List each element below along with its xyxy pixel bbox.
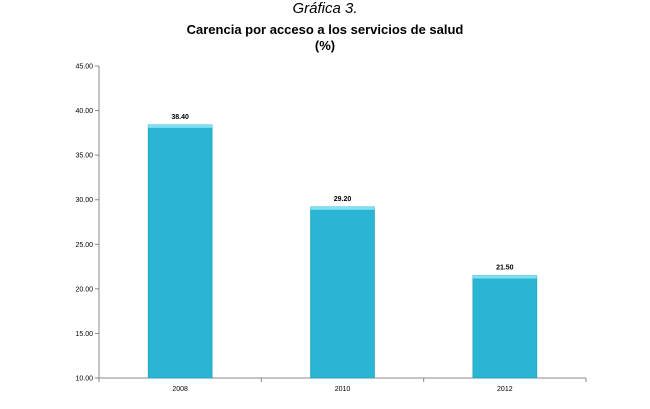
x-tick-label: 2008 xyxy=(172,386,188,393)
x-tick-label: 2012 xyxy=(497,386,513,393)
bar-2012 xyxy=(472,275,538,379)
bar-top-highlight xyxy=(148,124,213,128)
chart-title-line-1: Carencia por acceso a los servicios de s… xyxy=(186,22,464,37)
y-axis-ticks: 10.00 15.00 20.00 25.00 30.00 35.00 40.00 45.00 xyxy=(75,64,99,383)
bar-2010 xyxy=(310,206,375,379)
bars xyxy=(147,124,538,379)
bar-2008 xyxy=(147,124,213,379)
bar-top-highlight xyxy=(310,206,375,210)
data-label-2008: 38.40 xyxy=(171,114,189,121)
figure-caption: Gráfica 3. xyxy=(292,0,358,17)
data-label-2010: 29.20 xyxy=(334,196,352,203)
y-tick-label: 20.00 xyxy=(75,286,93,293)
y-tick-label: 25.00 xyxy=(75,242,93,249)
chart-title: Carencia por acceso a los servicios de s… xyxy=(0,22,650,54)
y-tick-label: 10.00 xyxy=(75,376,93,383)
bar-top-highlight xyxy=(472,275,537,279)
data-labels: 38.40 29.20 21.50 xyxy=(171,114,513,272)
x-tick-label: 2010 xyxy=(335,386,351,393)
y-tick-label: 35.00 xyxy=(75,153,93,160)
chart-title-line-2: (%) xyxy=(314,38,336,53)
y-tick-label: 40.00 xyxy=(75,108,93,115)
y-tick-label: 15.00 xyxy=(75,331,93,338)
data-label-2012: 21.50 xyxy=(496,264,514,271)
x-axis-ticks: 2008 2010 2012 xyxy=(98,378,587,393)
y-tick-label: 30.00 xyxy=(75,197,93,204)
y-tick-label: 45.00 xyxy=(75,64,93,71)
